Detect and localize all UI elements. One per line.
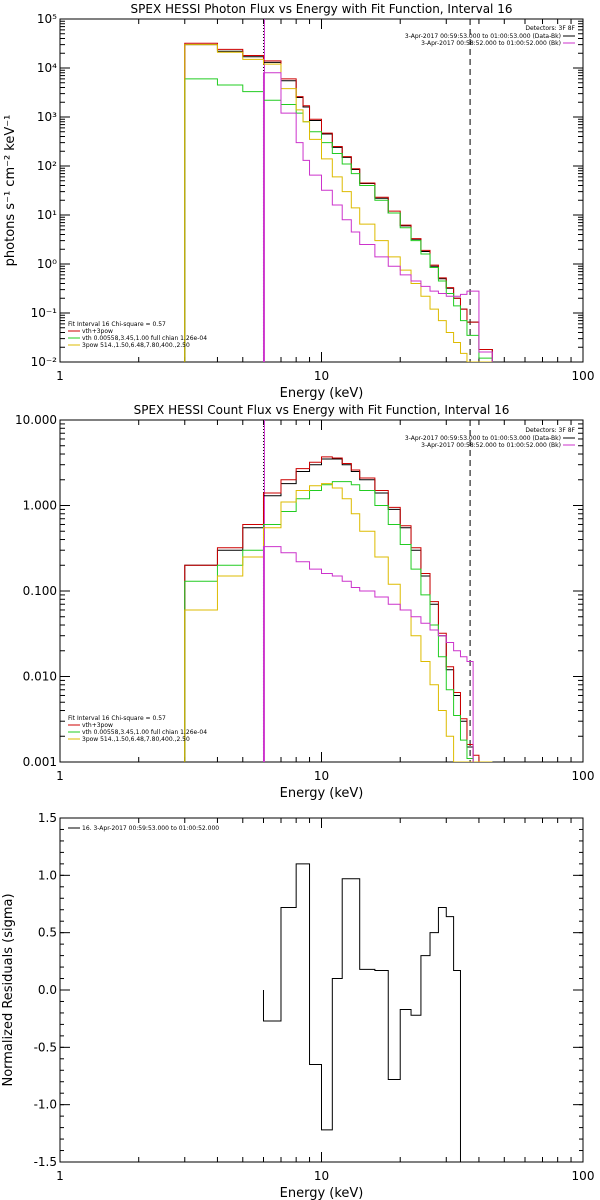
legend-header: Fit Interval 16 Chi-square = 0.57 [68,321,166,328]
legend-entry-label: 16. 3-Apr-2017 00:59:53.000 to 01:00:52.… [82,825,219,832]
x-tick-label: 1 [56,369,64,383]
y-tick-label: 10² [37,159,57,173]
legend-header: Detectors: 3F 8F [525,25,575,32]
y-tick-label: 10¹ [37,208,57,222]
legend-entry-label: 3-Apr-2017 00:59:53.000 to 01:00:53.000 … [405,435,561,442]
legend-header: Detectors: 3F 8F [525,427,575,434]
series-line-vth-3pow [184,42,493,362]
y-tick-label: 10⁴ [37,61,57,75]
series-group [184,19,493,362]
y-axis: 10⁻² 10⁻¹ 10⁰ 10¹ 10² 10³ 10⁴ 10⁵ [31,12,583,369]
y-tick-label: 10³ [37,110,57,124]
series-line-3pow [184,483,493,762]
legend-entry-label: 3pow 514.,1.50,6.48,7.80,400.,2.50 [82,736,190,743]
x-axis-label: Energy (keV) [280,386,364,401]
y-tick-label: 1.000 [23,499,57,513]
legend-entry-label: 3-Apr-2017 00:58:52.000 to 01:00:52.000 … [421,40,561,47]
legend-entry-label: 3-Apr-2017 00:58:52.000 to 01:00:52.000 … [421,442,561,449]
y-tick-label: 10⁻² [31,355,58,369]
y-tick-label: 0.0 [38,983,57,997]
chart-title: SPEX HESSI Photon Flux vs Energy with Fi… [131,2,513,16]
y-axis-label: Normalized Residuals (sigma) [1,893,16,1086]
legend-upper: Detectors: 3F 8F3-Apr-2017 00:59:53.000 … [405,25,576,47]
x-tick-label: 1 [56,1169,64,1183]
y-tick-label: 1.5 [38,811,57,825]
y-tick-label: 10⁵ [37,12,57,26]
y-tick-label: 10⁻¹ [31,306,58,320]
y-tick-label: 10⁰ [37,257,57,271]
series-line-16-3-apr-2017-00-59-53-000-to-01-00-52-000 [262,863,471,1162]
legend-lower: Fit Interval 16 Chi-square = 0.57vth+3po… [68,321,207,349]
x-axis: 1 10 100 [56,818,594,1183]
chart-panel-1: SPEX HESSI Photon Flux vs Energy with Fi… [3,2,594,401]
y-axis: -1.5 -1.0 -0.5 0.0 0.5 1.0 1.5 [34,811,583,1169]
x-axis: 1 10 100 [56,19,594,383]
x-axis-label: Energy (keV) [280,1186,364,1200]
x-tick-label: 10 [314,369,329,383]
y-tick-label: -1.0 [34,1098,57,1112]
series-line-bk [262,72,493,362]
y-tick-label: 0.010 [23,670,57,684]
legend-entry-label: vth+3pow [82,328,113,335]
x-tick-label: 1 [56,769,64,783]
x-tick-label: 100 [572,769,595,783]
x-tick-label: 10 [314,769,329,783]
series-line-data-bk [184,44,493,362]
legend-entry-label: vth+3pow [82,722,113,729]
x-tick-label: 10 [314,1169,329,1183]
series-line-bk [262,546,474,762]
legend-entry-label: vth 0.00558,3.45,1.00 full chian 1.26e-0… [82,335,207,342]
series-group [262,863,471,1162]
legend-lower: 16. 3-Apr-2017 00:59:53.000 to 01:00:52.… [68,825,219,832]
y-tick-label: 0.100 [23,584,57,598]
y-tick-label: -1.5 [34,1155,57,1169]
plot-area [59,419,584,763]
y-axis: 0.001 0.010 0.100 1.000 10.000 [15,413,583,769]
y-tick-label: 0.001 [23,755,57,769]
legend-upper: Detectors: 3F 8F3-Apr-2017 00:59:53.000 … [405,427,576,449]
y-tick-label: 10.000 [15,413,57,427]
x-tick-label: 100 [572,369,595,383]
legend-entry-label: 3-Apr-2017 00:59:53.000 to 01:00:53.000 … [405,33,561,40]
chart-title: SPEX HESSI Count Flux vs Energy with Fit… [134,403,510,417]
x-axis-label: Energy (keV) [280,786,364,801]
legend-entry-label: vth 0.00558,3.45,1.00 full chian 1.26e-0… [82,729,207,736]
chart-panel-2: SPEX HESSI Count Flux vs Energy with Fit… [15,403,594,801]
y-axis-label: photons s⁻¹ cm⁻² keV⁻¹ [3,115,18,267]
legend-entry-label: 3pow 514.,1.50,6.48,7.80,400.,2.50 [82,342,190,349]
legend-header: Fit Interval 16 Chi-square = 0.57 [68,715,166,722]
series-line-vth [184,78,493,362]
series-group [184,420,493,762]
legend-lower: Fit Interval 16 Chi-square = 0.57vth+3po… [68,715,207,743]
series-line-3pow [184,44,493,362]
y-tick-label: -0.5 [34,1040,57,1054]
y-tick-label: 1.0 [38,868,57,882]
y-tick-label: 0.5 [38,926,57,940]
x-tick-label: 100 [572,1169,595,1183]
